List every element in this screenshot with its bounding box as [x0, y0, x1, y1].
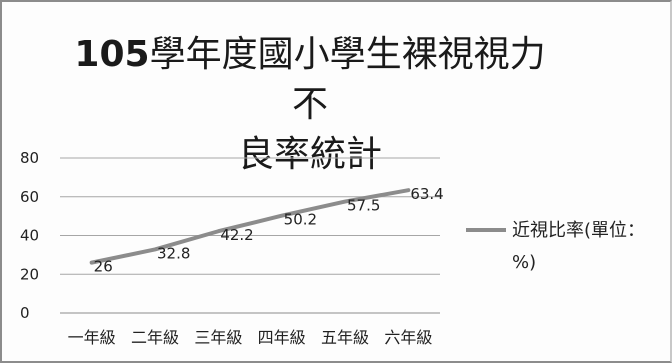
data-point	[216, 229, 220, 233]
x-category-label: 五年級	[321, 328, 369, 347]
data-label: 42.2	[220, 226, 253, 244]
y-tick-label-20: 20	[20, 265, 39, 283]
x-category-label: 六年級	[384, 328, 432, 347]
x-category-label: 一年級	[68, 328, 116, 347]
chart-title: 105學年度國小學生裸視視力不 良率統計	[60, 30, 560, 180]
y-tick-label-40: 40	[20, 227, 39, 245]
data-label: 57.5	[347, 197, 380, 215]
y-tick-label-60: 60	[20, 188, 39, 206]
data-point	[90, 261, 94, 265]
y-tick-label-80: 80	[20, 149, 39, 167]
x-category-label: 二年級	[131, 328, 179, 347]
title-line2: 良率統計	[237, 134, 382, 175]
title-year: 105	[74, 34, 150, 75]
title-line1: 學年度國小學生裸視視力不	[149, 34, 546, 125]
data-label: 26	[94, 258, 113, 276]
data-label: 50.2	[284, 211, 317, 229]
legend-swatch	[466, 228, 506, 232]
legend-label: 近視比率(單位：%)	[512, 220, 646, 273]
data-label: 32.8	[157, 244, 190, 262]
y-tick-label-0: 0	[20, 304, 30, 322]
data-point	[406, 188, 410, 192]
x-category-label: 三年級	[194, 328, 242, 347]
data-point	[153, 247, 157, 251]
data-point	[343, 200, 347, 204]
data-label: 63.4	[410, 185, 443, 203]
data-point	[280, 214, 284, 218]
x-category-label: 四年級	[258, 328, 306, 347]
series-line	[89, 188, 411, 265]
